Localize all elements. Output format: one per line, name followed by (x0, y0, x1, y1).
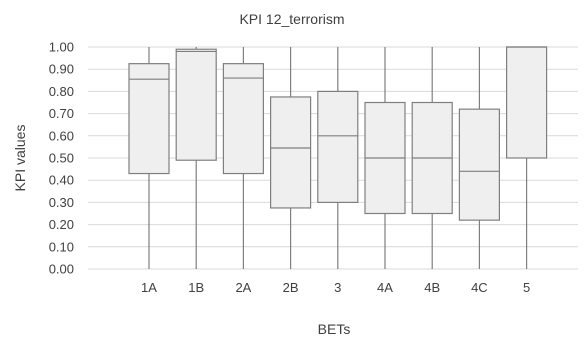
box-iqr (128, 63, 170, 175)
box-iqr (222, 63, 264, 175)
box-2B (270, 47, 312, 269)
x-axis-label: BETs (318, 321, 351, 337)
x-tick-label: 4A (377, 280, 393, 295)
x-tick-label: 2A (235, 280, 251, 295)
box-3 (317, 47, 359, 269)
x-tick-label: 5 (523, 280, 530, 295)
box-1B (175, 47, 217, 269)
x-tick-label: 2B (283, 280, 299, 295)
y-tick-label: 0.70 (49, 106, 74, 121)
y-tick-label: 0.20 (49, 217, 74, 232)
box-4B (411, 47, 453, 269)
y-tick-label: 0.80 (49, 84, 74, 99)
y-tick-label: 0.50 (49, 151, 74, 166)
box-iqr (458, 108, 500, 221)
box-series (128, 46, 548, 269)
box-iqr (506, 46, 548, 159)
x-tick-label: 4C (471, 280, 488, 295)
y-tick-label: 1.00 (49, 40, 74, 55)
y-axis-label: KPI values (12, 125, 28, 192)
box-4C (458, 47, 500, 269)
x-tick-label: 1A (141, 280, 157, 295)
y-tick-label: 0.00 (49, 262, 74, 277)
box-iqr (317, 90, 359, 204)
box-1A (128, 47, 170, 269)
box-iqr (270, 96, 312, 209)
x-tick-label: 3 (334, 280, 341, 295)
x-tick-label: 4B (424, 280, 440, 295)
y-tick-label: 0.40 (49, 173, 74, 188)
x-tick-label: 1B (188, 280, 204, 295)
y-tick-label: 0.90 (49, 62, 74, 77)
chart-title: KPI 12_terrorism (239, 11, 344, 27)
y-tick-label: 0.30 (49, 195, 74, 210)
y-tick-label: 0.10 (49, 239, 74, 254)
x-tick-labels: 1A 1B 2A 2B 3 4A 4B 4C 5 (141, 280, 530, 295)
box-5 (506, 46, 548, 269)
y-tick-label: 0.60 (49, 128, 74, 143)
y-tick-labels: 0.00 0.10 0.20 0.30 0.40 0.50 0.60 0.70 0.80 0.90… (49, 40, 74, 277)
box-iqr (175, 48, 217, 161)
box-2A (222, 47, 264, 269)
box-4A (364, 47, 406, 269)
